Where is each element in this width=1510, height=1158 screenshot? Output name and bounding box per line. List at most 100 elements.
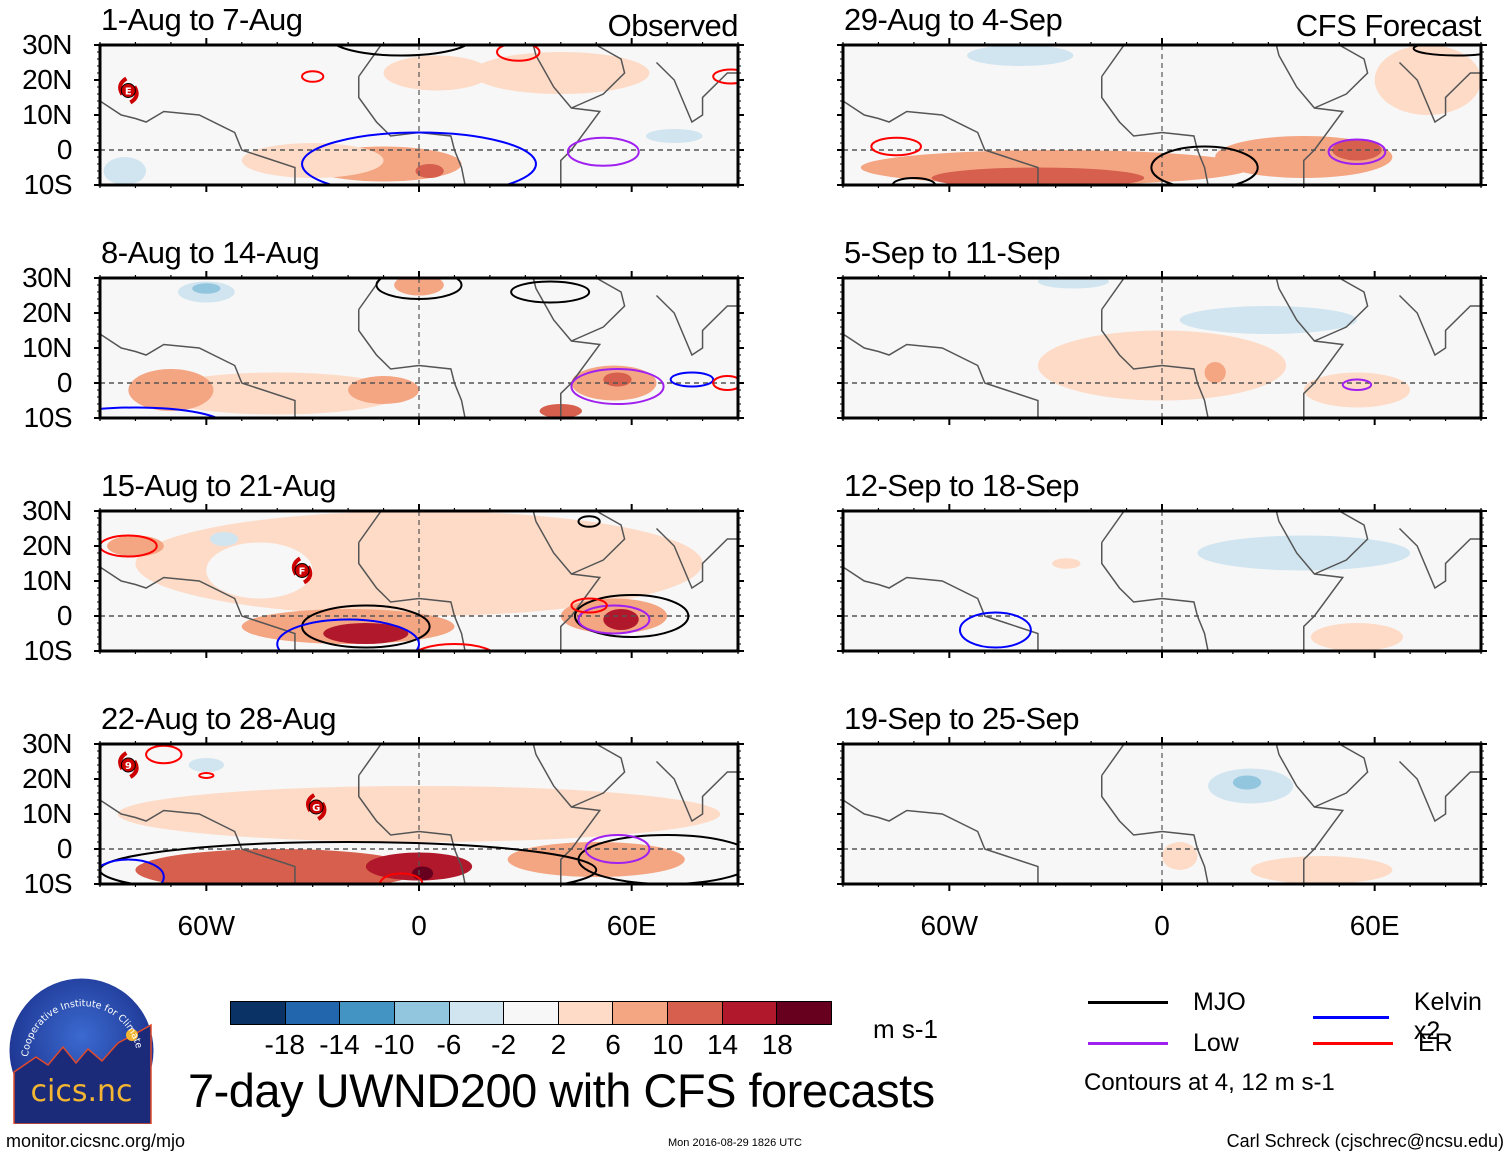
contour-low [1341,378,1373,391]
lat-tick-label: 30N [22,495,72,526]
colorbar-tick-label: -2 [491,1029,517,1060]
colorbar-tick-label: 2 [550,1029,567,1060]
panel-title: 19-Sep to 25-Sep [844,701,1080,736]
legend-item-kelvin: Kelvin x2 [1313,988,1510,1046]
legend-label-mjo: MJO [1193,988,1246,1016]
map-panel-p1: E [94,38,744,192]
lon-tick-label: 60W [177,910,236,941]
map-panel-p3: F [94,504,744,658]
coastline [100,278,738,418]
uwnd-anomaly-shading [1250,856,1393,884]
lat-tick-label: 30N [22,29,72,60]
panel-title: 8-Aug to 14-Aug [101,235,320,270]
storm-label: 9 [125,761,132,772]
contour-er [570,597,608,614]
contour-kelvin [669,371,715,388]
uwnd-anomaly-shading [411,866,434,881]
coastline [843,744,1481,884]
contour-mjo [1150,145,1259,185]
contour-er [415,643,494,651]
panel-title: 15-Aug to 21-Aug [101,468,337,503]
colorbar-tick-label: 14 [706,1029,739,1060]
lat-tick-label: 10N [22,332,72,363]
footer-timestamp: Mon 2016-08-29 1826 UTC [668,1137,802,1149]
coastline [100,744,738,884]
contour-low [1327,138,1387,165]
lon-tick-label: 0 [411,910,427,941]
map-panel-p2 [94,271,744,425]
contour-er [198,772,215,779]
contour-mjo [100,841,598,884]
lat-tick-label: 20N [22,297,72,328]
uwnd-anomaly-shading [603,609,639,630]
lat-tick-label: 10S [23,402,73,433]
colorbar-swatch [504,1002,559,1024]
tropical-cyclone-icon: E [118,76,139,105]
contour-er [301,70,325,83]
uwnd-anomaly-shading [107,535,164,557]
map-panel-p7 [837,504,1487,658]
colorbar-tick-label: -14 [319,1029,360,1060]
uwnd-anomaly-shading [401,295,544,366]
lat-tick-label: 30N [22,728,72,759]
colorbar-tick-label: -6 [436,1029,462,1060]
contour-er [712,375,738,391]
map-panel-p4: 9G [94,737,744,891]
contour-er [145,744,183,765]
legend-label-low: Low [1193,1029,1239,1057]
coastline [843,45,1481,185]
colorbar-swatch [613,1002,669,1024]
contour-mjo [577,834,738,884]
storm-label: F [299,567,306,578]
storm-label: E [125,87,132,98]
tropical-cyclone-icon: F [291,556,313,585]
uwnd-anomaly-shading [135,849,419,884]
lat-tick-label: 0 [56,367,73,398]
lat-tick-label: 10S [23,868,73,899]
legend-item-low: Low [1088,1029,1239,1058]
lon-tick-label: 0 [1154,910,1170,941]
coastline [100,511,738,651]
colorbar-swatch [722,1002,778,1024]
lat-tick-label: 10S [23,635,73,666]
legend-line-er [1313,1042,1393,1045]
uwnd-anomaly-shading [103,157,147,185]
uwnd-anomaly-shading [472,52,650,94]
footer-url[interactable]: monitor.cicsnc.org/mjo [6,1131,186,1151]
lat-tick-label: 0 [56,600,73,631]
uwnd-anomaly-shading [117,786,721,842]
colorbar [230,1001,832,1025]
contour-low [570,368,665,405]
uwnd-anomaly-shading [153,372,402,415]
colorbar-swatch [558,1002,614,1024]
logo-sun [126,1029,138,1041]
uwnd-anomaly-shading [394,278,444,296]
uwnd-anomaly-shading [1037,278,1109,289]
contour-er [712,68,738,85]
uwnd-anomaly-shading [860,824,1074,860]
contour-kelvin [276,618,420,651]
contour-mjo [573,594,690,638]
figure-title: 7-day UWND200 with CFS forecasts [188,1064,935,1117]
map-panel-p8 [837,737,1487,891]
colorbar-tick-label: 18 [761,1029,793,1060]
contour-low [566,136,640,167]
panel-title: 29-Aug to 4-Sep [844,2,1063,37]
uwnd-anomaly-shading [206,542,313,599]
colorbar-swatch [668,1002,723,1024]
legend-item-mjo: MJO [1088,988,1246,1017]
colorbar-tick-label: -10 [373,1029,415,1060]
contour-mjo [334,45,469,57]
uwnd-anomaly-shading [170,73,278,101]
colorbar-swatch [285,1002,341,1024]
tropical-cyclone-icon: 9 [118,751,139,779]
lat-tick-label: 10N [22,99,72,130]
contour-mjo [1412,45,1481,57]
contour-kelvin [958,611,1032,649]
uwnd-anomaly-shading [241,143,384,178]
contour-er [870,136,922,157]
colorbar-swatch [449,1002,505,1024]
uwnd-anomaly-shading [603,372,632,387]
uwnd-anomaly-shading [1179,87,1357,115]
logo-text: cics.nc [31,1074,133,1109]
